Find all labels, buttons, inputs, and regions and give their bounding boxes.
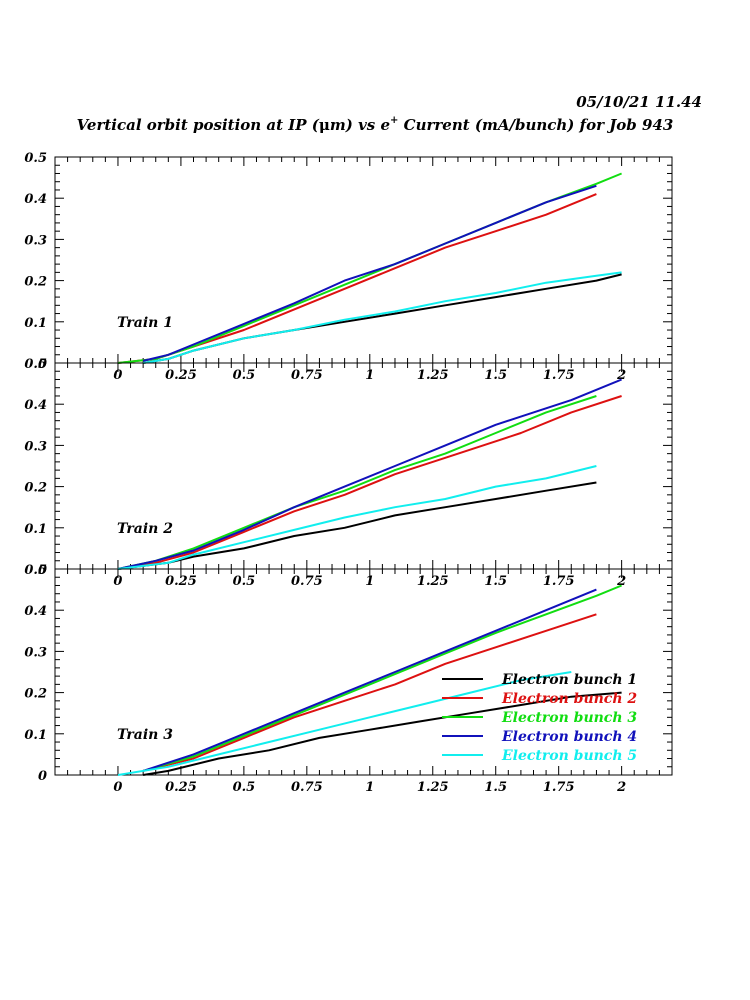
panel-label: Train 3 (117, 727, 173, 743)
legend: Electron bunch 1 Electron bunch 2 Electron… (442, 672, 637, 764)
x-tick-label: 1.75 (543, 368, 575, 383)
panel-label: Train 1 (117, 315, 173, 331)
y-tick-label: 0.3 (24, 645, 47, 660)
y-tick-label: 0.5 (24, 151, 47, 166)
panel-3: 00.10.20.30.40.50 0.25 0.5 0.75 1 1.25 1.5 1.75… (24, 563, 673, 795)
y-tick-label: 0 (38, 769, 47, 784)
x-tick-label: 1.25 (417, 368, 449, 383)
y-tick-label: 0.5 (24, 563, 47, 578)
x-tick-label: 1.5 (484, 780, 507, 795)
x-tick-label: 1.25 (417, 780, 449, 795)
series-line-bunch-5 (117, 465, 597, 570)
legend-label-bunch-3: Electron bunch 3 (501, 710, 637, 726)
panel-frame (54, 156, 673, 364)
series-line-bunch-3 (142, 584, 622, 772)
legend-label-bunch-4: Electron bunch 4 (501, 729, 637, 745)
series-line-bunch-5 (142, 271, 622, 364)
legend-label-bunch-2: Electron bunch 2 (501, 691, 637, 707)
series-line-bunch-1 (117, 481, 597, 570)
series-line-bunch-4 (142, 588, 597, 772)
panel-2: 00.10.20.30.40.50 0.25 0.5 0.75 1 1.25 1.5 1.75… (24, 357, 673, 589)
legend-label-bunch-1: Electron bunch 1 (501, 672, 637, 688)
series-line-bunch-3 (117, 395, 597, 570)
series-line-bunch-1 (142, 273, 622, 364)
x-tick-label: 0.75 (291, 368, 323, 383)
y-tick-label: 0.1 (24, 522, 47, 537)
x-tick-label: 1.5 (484, 574, 507, 589)
x-tick-label: 1 (365, 574, 374, 589)
x-tick-label: 1.25 (417, 574, 449, 589)
panel-frame (54, 568, 673, 776)
chart-title: Vertical orbit position at IP (μm) vs e+… (77, 115, 674, 134)
series-line-bunch-1 (142, 691, 622, 776)
x-tick-label: 2 (616, 574, 626, 589)
y-tick-label: 0.3 (24, 439, 47, 454)
x-tick-label: 0.75 (291, 574, 323, 589)
y-tick-label: 0.2 (24, 687, 47, 702)
x-tick-label: 0.25 (165, 780, 197, 795)
x-tick-label: 0.5 (233, 368, 256, 383)
x-tick-label: 0.5 (233, 574, 256, 589)
series-line-bunch-5 (117, 671, 572, 776)
x-tick-label: 0.25 (165, 574, 197, 589)
y-tick-label: 0.1 (24, 728, 47, 743)
x-tick-label: 0 (113, 368, 122, 383)
panel-label: Train 2 (117, 521, 173, 537)
y-tick-label: 0.3 (24, 233, 47, 248)
x-tick-label: 1 (365, 368, 374, 383)
series-line-bunch-2 (142, 613, 597, 772)
x-tick-label: 1.5 (484, 368, 507, 383)
x-tick-label: 2 (616, 368, 626, 383)
y-tick-label: 0.4 (24, 192, 47, 207)
x-tick-label: 0.75 (291, 780, 323, 795)
y-tick-label: 0 (38, 563, 47, 578)
series-line-bunch-4 (142, 184, 597, 362)
y-tick-label: 0.5 (24, 357, 47, 372)
series-line-bunch-2 (117, 395, 622, 570)
x-tick-label: 0 (113, 780, 122, 795)
x-tick-label: 1 (365, 780, 374, 795)
y-tick-label: 0 (38, 357, 47, 372)
x-tick-label: 0.5 (233, 780, 256, 795)
timestamp: 05/10/21 11.44 (576, 93, 702, 111)
y-tick-label: 0.4 (24, 398, 47, 413)
x-tick-label: 0 (113, 574, 122, 589)
panel-frame (54, 362, 673, 570)
x-tick-label: 2 (616, 780, 626, 795)
panel-1: 00.10.20.30.40.50 0.25 0.5 0.75 1 1.25 1.5 1.75… (24, 151, 673, 383)
x-tick-label: 1.75 (543, 780, 575, 795)
y-tick-label: 0.2 (24, 481, 47, 496)
legend-label-bunch-5: Electron bunch 5 (501, 748, 637, 764)
x-tick-label: 0.25 (165, 368, 197, 383)
x-tick-label: 1.75 (543, 574, 575, 589)
series-line-bunch-4 (117, 378, 622, 570)
y-tick-label: 0.4 (24, 604, 47, 619)
y-tick-label: 0.2 (24, 275, 47, 290)
y-tick-label: 0.1 (24, 316, 47, 331)
